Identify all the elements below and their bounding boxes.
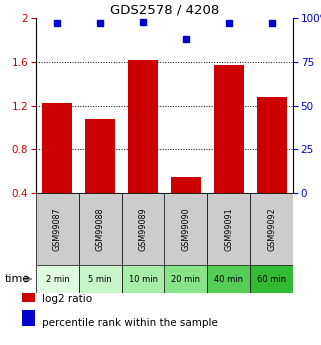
Text: log2 ratio: log2 ratio	[42, 294, 92, 304]
Bar	[79, 265, 122, 293]
Text: time: time	[4, 274, 30, 284]
Text: GSM99087: GSM99087	[53, 207, 62, 251]
Text: percentile rank within the sample: percentile rank within the sample	[42, 318, 218, 328]
Text: GSM99089: GSM99089	[139, 207, 148, 251]
Text: 60 min: 60 min	[257, 275, 286, 284]
Bar	[171, 177, 201, 193]
Title: GDS2578 / 4208: GDS2578 / 4208	[110, 4, 219, 17]
Bar	[164, 193, 207, 265]
Bar	[79, 193, 122, 265]
Bar	[36, 265, 79, 293]
Bar	[85, 119, 115, 193]
Bar	[36, 193, 79, 265]
Text: 2 min: 2 min	[46, 275, 69, 284]
Text: 10 min: 10 min	[129, 275, 158, 284]
Bar	[22, 286, 35, 302]
Text: 20 min: 20 min	[171, 275, 200, 284]
Text: GSM99090: GSM99090	[181, 207, 190, 251]
Bar	[164, 265, 207, 293]
Bar	[256, 97, 287, 193]
Text: 40 min: 40 min	[214, 275, 243, 284]
Bar	[207, 265, 250, 293]
Bar	[250, 265, 293, 293]
Text: 5 min: 5 min	[88, 275, 112, 284]
Text: GSM99091: GSM99091	[224, 207, 233, 251]
Bar	[42, 103, 73, 193]
Bar	[22, 310, 35, 326]
Bar	[128, 60, 158, 193]
Text: GSM99088: GSM99088	[96, 207, 105, 251]
Bar	[250, 193, 293, 265]
Bar	[122, 265, 164, 293]
Bar	[214, 65, 244, 193]
Bar	[207, 193, 250, 265]
Text: GSM99092: GSM99092	[267, 207, 276, 251]
Bar	[122, 193, 164, 265]
